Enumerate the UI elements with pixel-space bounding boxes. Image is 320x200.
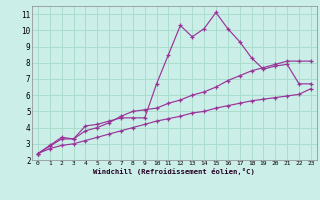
- X-axis label: Windchill (Refroidissement éolien,°C): Windchill (Refroidissement éolien,°C): [93, 168, 255, 175]
